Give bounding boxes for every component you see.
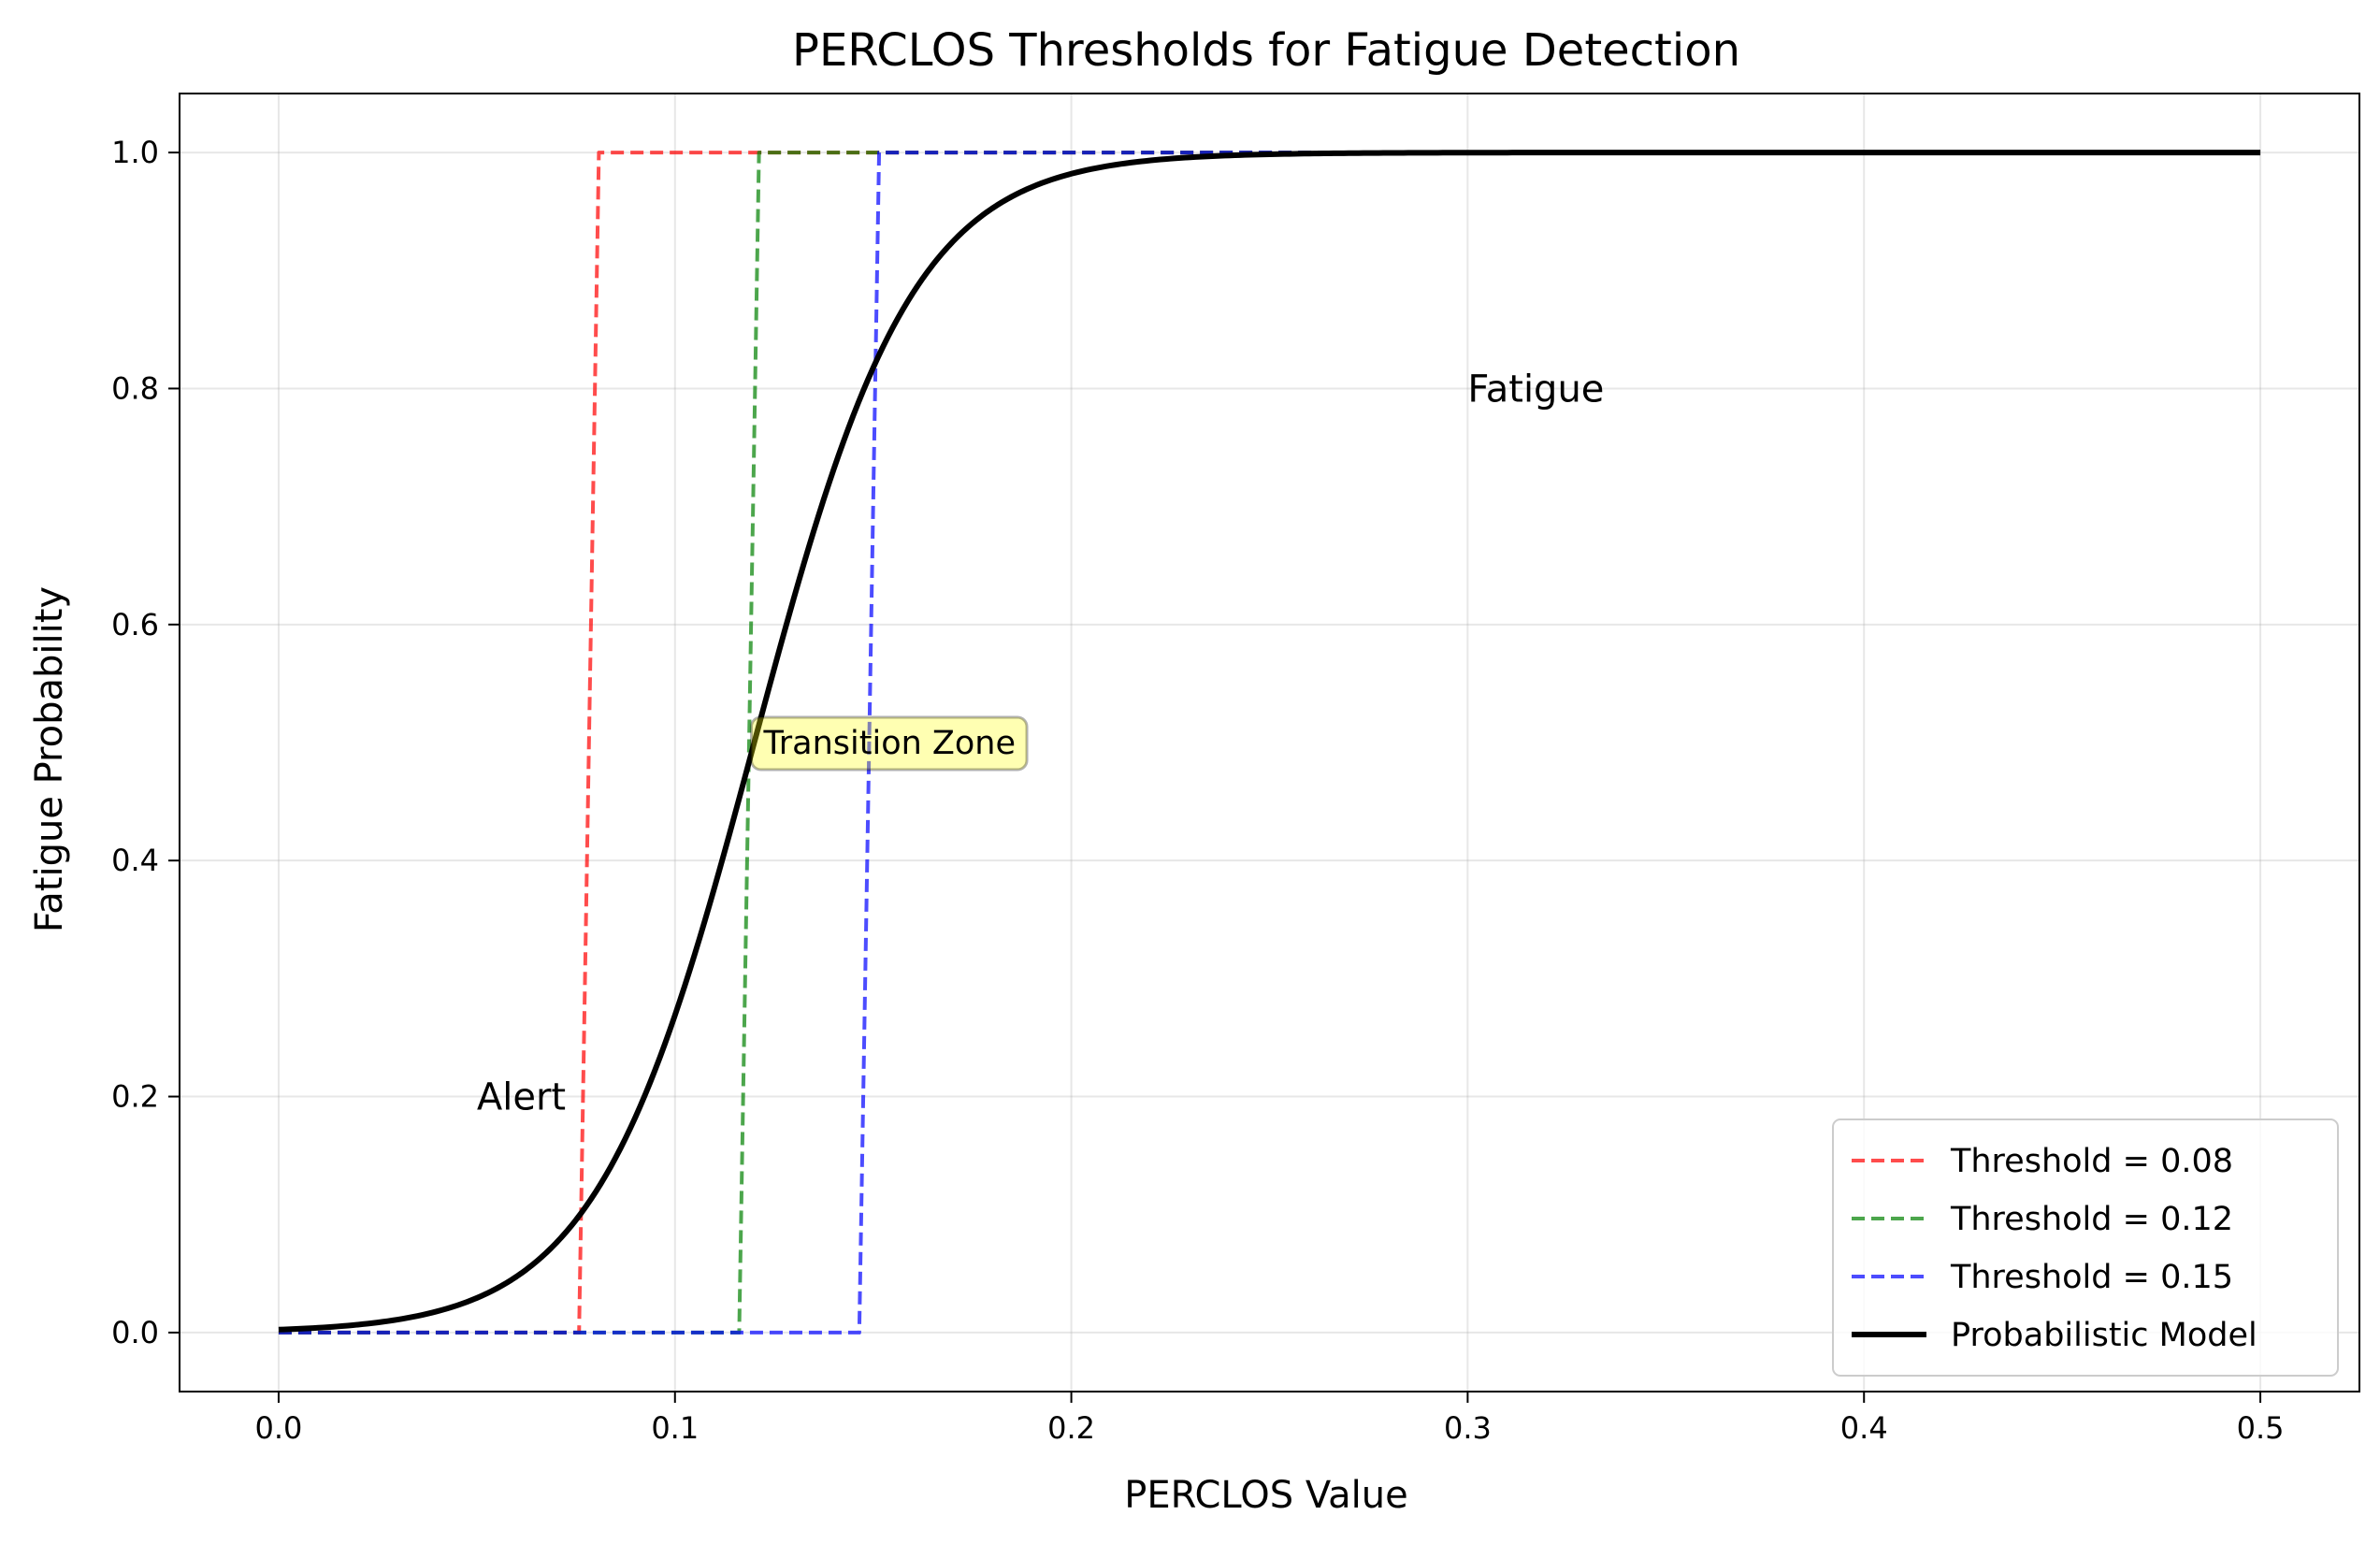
annotation-text-0: Alert	[477, 1076, 566, 1119]
y-tick-label: 0.0	[111, 1315, 159, 1350]
x-tick-label: 0.1	[651, 1410, 699, 1446]
annotation-box	[750, 715, 1029, 772]
annotations: Alert Transition Zone Fatigue	[477, 368, 1605, 1118]
x-axis-label: PERCLOS Value	[1124, 1474, 1407, 1517]
annotation-text-2: Fatigue	[1467, 368, 1604, 411]
series-line-2	[278, 151, 2261, 1335]
annotation-text-1: Transition Zone	[763, 725, 1017, 762]
x-tick-label: 0.3	[1444, 1410, 1492, 1446]
plot-frame	[179, 93, 2360, 1392]
legend-label-0: Threshold = 0.08	[1950, 1143, 2233, 1180]
y-tick-label: 0.8	[111, 370, 159, 406]
plot-series	[278, 150, 2261, 1335]
legend-label-1: Threshold = 0.12	[1950, 1201, 2233, 1238]
axes	[179, 93, 2360, 1392]
series-line-3	[278, 150, 2261, 1333]
x-tick-label: 0.2	[1047, 1410, 1095, 1446]
x-tick-label: 0.4	[1840, 1410, 1888, 1446]
x-tick-label: 0.5	[2237, 1410, 2285, 1446]
y-tick-label: 1.0	[111, 135, 159, 170]
x-tick-label: 0.0	[255, 1410, 303, 1446]
ticks: 0.0 0.1 0.2 0.3 0.4 0.5 0.0 0.2 0.4 0.6 0.8 1.0	[111, 135, 2284, 1446]
legend-label-3: Probabilistic Model	[1951, 1317, 2257, 1354]
y-axis-label: Fatigue Probability	[28, 586, 71, 932]
y-tick-label: 0.2	[111, 1079, 159, 1115]
series-line-1	[278, 151, 2261, 1335]
chart-title: PERCLOS Thresholds for Fatigue Detection	[792, 24, 1740, 77]
legend: Threshold = 0.08 Threshold = 0.12 Threshol…	[1832, 1118, 2339, 1377]
y-tick-label: 0.4	[111, 843, 159, 878]
y-tick-label: 0.6	[111, 607, 159, 642]
legend-box	[1832, 1118, 2339, 1377]
legend-label-2: Threshold = 0.15	[1950, 1259, 2233, 1296]
